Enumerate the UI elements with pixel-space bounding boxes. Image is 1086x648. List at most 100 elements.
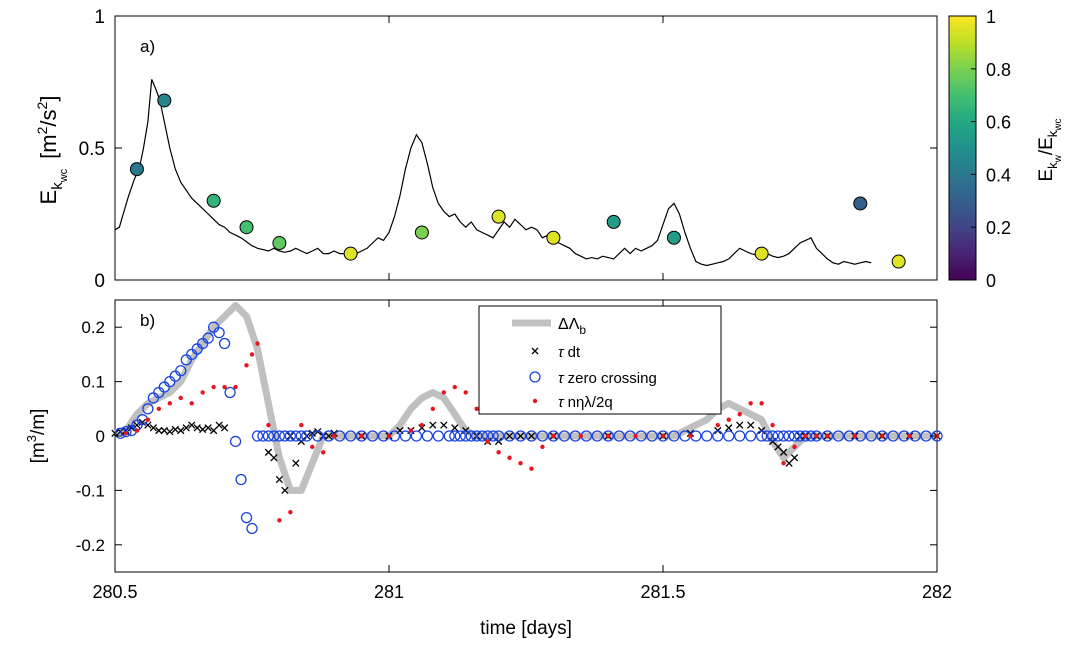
series-tau-zero-point [312, 430, 324, 442]
colorbar-tick-label: 0.2 [986, 218, 1011, 238]
series-tau-eta-point [452, 384, 457, 390]
panel-a-marker [343, 246, 358, 261]
panel-b-ylabel-end: /m] [28, 409, 49, 435]
series-tau-zero-point [268, 430, 280, 442]
series-tau-eta-point [770, 422, 775, 428]
panel-a-line [114, 79, 872, 267]
legend-label-tau-dt-greek: τ [558, 344, 565, 361]
panel-b-ylabel: [m3/m] [24, 409, 49, 464]
series-tau-eta-point [123, 431, 129, 436]
series-tau-eta-point [321, 450, 326, 455]
series-tau-dt-point [220, 424, 229, 432]
panel-b-ytick-label: 0 [96, 427, 105, 446]
series-tau-eta-point [496, 450, 501, 455]
series-tau-dt-point [292, 459, 300, 467]
series-tau-dt-point [440, 421, 448, 429]
legend-label-tau-eta: τ nηλ/2q [558, 394, 613, 411]
series-tau-zero-point [235, 473, 247, 486]
series-tau-eta-point [463, 390, 468, 395]
series-tau-eta-point [134, 428, 140, 433]
colorbar-label-sub2: k [1045, 130, 1060, 137]
panel-a-frame [114, 15, 938, 281]
series-tau-eta-point [233, 384, 238, 390]
series-tau-zero-point [399, 430, 412, 442]
panel-a-marker [491, 209, 506, 224]
colorbar-tick-label: 0.4 [986, 165, 1011, 185]
series-tau-dt-point [774, 443, 782, 451]
series-tau-dt-point [785, 459, 793, 467]
panel-b-label: b) [140, 311, 155, 330]
series-tau-eta-point [255, 341, 260, 346]
series-tau-eta-point [167, 401, 172, 406]
legend-swatch-tau-zero [529, 371, 541, 383]
series-tau-zero-point [465, 430, 477, 442]
panel-a-marker [129, 162, 144, 177]
series-tau-zero-point [777, 430, 790, 442]
series-tau-dt-point [209, 426, 218, 435]
series-tau-eta-point [660, 433, 666, 439]
series-tau-zero-point [273, 430, 286, 442]
series-tau-zero-point [218, 337, 231, 350]
panel-a-marker [414, 225, 429, 240]
series-tau-zero-point [547, 430, 560, 442]
panel-a-ytick-label: 0 [94, 271, 105, 292]
series-tau-eta-point [299, 422, 304, 428]
panel-a-marker [206, 193, 221, 208]
series-tau-eta-point [814, 433, 819, 439]
series-tau-zero-point [284, 430, 297, 442]
series-tau-zero-point [454, 430, 466, 442]
colorbar-tick-label: 1 [986, 7, 996, 27]
legend-label-tau-zero: τ zero crossing [558, 370, 657, 387]
series-tau-dt-point [686, 429, 695, 437]
series-tau-zero-point [536, 430, 549, 442]
panel-b-content [111, 301, 943, 535]
panel-a-content [114, 79, 906, 269]
series-dlambda-line [114, 301, 937, 494]
series-tau-dt-point [171, 425, 179, 434]
series-tau-eta-point [200, 390, 205, 395]
series-tau-zero-point [120, 425, 132, 438]
panel-b-ylabel-sup: 3 [24, 435, 39, 442]
legend-label-dlambda-main: ΔΛ [558, 316, 580, 333]
series-tau-dt-point [736, 421, 744, 429]
series-tau-zero-point [246, 522, 258, 535]
x-tick-label: 281.5 [640, 582, 685, 602]
panel-a-label: a) [140, 37, 155, 56]
series-tau-eta-point [359, 433, 364, 439]
legend-label-tau-zero-rest: zero crossing [568, 370, 657, 387]
series-tau-dt-point [193, 424, 201, 432]
panel-a-marker [853, 196, 868, 211]
series-tau-eta-point [688, 433, 693, 439]
series-tau-zero-point [213, 326, 225, 339]
series-tau-dt-point [188, 421, 196, 429]
series-tau-zero-point [712, 430, 724, 442]
panel-a: a) 00.51 Ekwc[m2/s2] [34, 7, 938, 292]
series-tau-zero-point [525, 430, 538, 442]
series-tau-eta-point [907, 433, 912, 439]
series-tau-dt-point [505, 432, 514, 440]
series-tau-eta-point [266, 422, 271, 428]
series-tau-dt-point [182, 424, 190, 432]
series-tau-zero-point [799, 430, 812, 442]
series-tau-eta-point [222, 384, 227, 390]
panel-a-ylabel-units-sup2: 2 [34, 101, 50, 109]
colorbar-label: Ekw/Ekwc [1036, 118, 1064, 181]
panel-a-ylabel-main: E [36, 190, 61, 205]
series-tau-zero-point [202, 332, 214, 344]
series-tau-dt-point [204, 424, 212, 432]
series-tau-eta-point [211, 384, 216, 390]
series-tau-zero-point [487, 430, 499, 442]
legend-label-tau-dt-rest: dt [568, 344, 581, 361]
panel-b-ylabel-main: [m [28, 442, 49, 463]
series-tau-dt-point [160, 426, 168, 435]
series-tau-zero-point [301, 430, 313, 442]
panel-a-marker [754, 246, 769, 261]
series-tau-zero-point [558, 430, 571, 442]
panel-a-marker [891, 254, 906, 269]
colorbar-tick-label: 0.6 [986, 113, 1011, 133]
series-tau-zero-point [443, 430, 455, 442]
legend-label-tau-zero-greek: τ [558, 370, 565, 387]
series-tau-eta-point [189, 401, 194, 406]
panel-a-ytick-label: 1 [94, 7, 105, 28]
